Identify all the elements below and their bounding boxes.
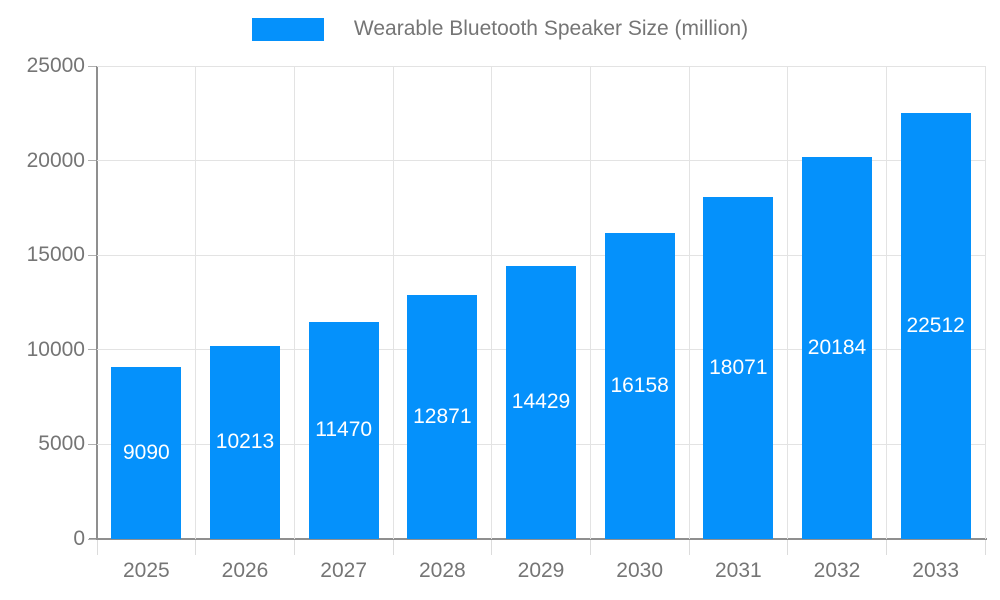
bar[interactable]: 14429 — [506, 266, 576, 539]
x-tick-label: 2029 — [517, 559, 565, 582]
legend-label: Wearable Bluetooth Speaker Size (million… — [353, 17, 749, 40]
gridline-vertical — [491, 66, 493, 539]
bar[interactable]: 20184 — [802, 157, 872, 539]
bar[interactable]: 10213 — [210, 345, 280, 539]
gridline-vertical — [195, 66, 197, 539]
bar-value-label: 11470 — [315, 418, 373, 442]
bar[interactable]: 18071 — [703, 197, 774, 539]
x-axis-tick — [293, 540, 295, 555]
x-axis-tick — [984, 540, 986, 555]
x-axis-tick — [885, 540, 887, 555]
bar-value-label: 14429 — [511, 390, 571, 414]
x-tick-label: 2028 — [418, 559, 466, 582]
x-tick-label: 2031 — [714, 559, 762, 582]
bar[interactable]: 22512 — [900, 113, 971, 539]
legend-swatch — [251, 17, 324, 41]
y-tick-label: 0 — [73, 527, 85, 550]
bar[interactable]: 16158 — [604, 233, 675, 539]
gridline-vertical — [688, 66, 690, 539]
x-axis-tick — [491, 540, 493, 555]
y-tick-label: 5000 — [38, 432, 85, 456]
bar-value-label: 16158 — [610, 374, 669, 398]
x-axis-tick — [96, 540, 98, 555]
x-axis-tick — [195, 540, 197, 555]
x-axis-line — [89, 538, 987, 540]
y-axis-tick — [88, 349, 96, 351]
y-axis-tick — [88, 160, 96, 162]
gridline-vertical — [787, 66, 789, 539]
bar[interactable]: 9090 — [111, 367, 182, 539]
x-tick-label: 2033 — [912, 559, 960, 582]
bar[interactable]: 11470 — [308, 321, 379, 539]
x-axis-tick — [392, 540, 394, 555]
x-axis-tick — [688, 540, 690, 555]
x-tick-label: 2027 — [320, 559, 368, 582]
gridline-horizontal — [97, 65, 985, 67]
gridline-vertical — [293, 66, 295, 539]
bar-value-label: 22512 — [906, 314, 965, 338]
x-tick-label: 2026 — [221, 559, 269, 582]
bar-value-label: 20184 — [807, 336, 867, 360]
x-tick-label: 2032 — [813, 559, 861, 582]
y-axis-line — [96, 66, 98, 539]
y-axis-tick — [88, 65, 96, 67]
bar-value-label: 12871 — [413, 405, 472, 429]
y-tick-label: 10000 — [26, 337, 85, 361]
x-axis-tick — [787, 540, 789, 555]
y-tick-label: 20000 — [26, 148, 85, 172]
y-axis-tick — [88, 443, 96, 445]
bar[interactable]: 12871 — [407, 295, 478, 539]
x-tick-label: 2025 — [122, 559, 170, 582]
plot-area: 9090 10213 11470 12871 14429 16158 18071 20184 2… — [88, 65, 987, 555]
gridline-vertical — [589, 66, 591, 539]
y-tick-label: 15000 — [26, 243, 85, 267]
bar-value-label: 9090 — [122, 441, 170, 464]
bar-value-label: 10213 — [215, 430, 275, 454]
y-axis-tick — [88, 538, 96, 540]
y-tick-label: 25000 — [26, 54, 85, 77]
gridline-vertical — [984, 66, 986, 539]
gridline-vertical — [392, 66, 394, 539]
legend-item[interactable]: Wearable Bluetooth Speaker Size (million… — [0, 17, 1000, 41]
gridline-horizontal — [97, 254, 985, 256]
y-axis-tick — [88, 254, 96, 256]
gridline-vertical — [885, 66, 887, 539]
gridline-horizontal — [97, 160, 985, 162]
bar-value-label: 18071 — [709, 356, 768, 380]
x-axis-tick — [589, 540, 591, 555]
x-tick-label: 2030 — [616, 559, 664, 582]
